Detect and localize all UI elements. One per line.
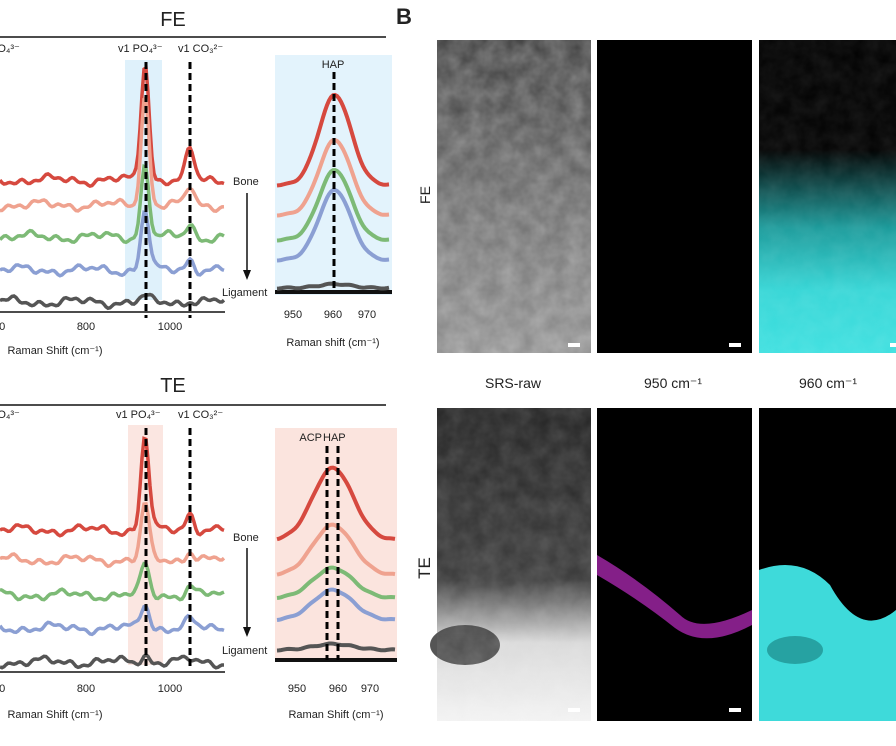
axis-label: Raman Shift (cm⁻¹) [7, 709, 102, 721]
spectrum [0, 603, 225, 637]
row-label: FE [417, 186, 433, 204]
spectrum [0, 436, 225, 538]
column-label: 960 cm⁻¹ [799, 375, 857, 391]
label: HAP [323, 432, 346, 444]
spectrum [0, 561, 225, 602]
tick-label: 950 [284, 309, 302, 321]
panel-b: B FE TE SRS-raw 950 cm⁻¹ 960 cm⁻¹ [396, 4, 896, 721]
spectrum [0, 652, 224, 670]
label: PO₄³⁻ [0, 43, 20, 55]
scale-bar [729, 708, 741, 712]
panel-a: FE PO₄³⁻ v1 PO₄³⁻ v1 CO₃²⁻ HAP Bone Liga… [0, 9, 397, 721]
spectrum [0, 64, 225, 188]
spectra [0, 62, 396, 670]
column-label: 950 cm⁻¹ [644, 375, 702, 391]
image-texture [437, 408, 591, 721]
panel-label: B [396, 4, 412, 29]
label: v1 CO₃²⁻ [178, 409, 223, 421]
axis-label: Raman shift (cm⁻¹) [286, 337, 379, 349]
image [597, 40, 752, 353]
spectrum [0, 501, 226, 569]
tick-label: 1000 [158, 321, 182, 333]
tick-label: 960 [329, 683, 347, 695]
image-feature [759, 565, 896, 721]
arrow-head [243, 270, 251, 280]
tick-label: 1000 [158, 683, 182, 695]
scale-bar [890, 343, 896, 347]
axis-label: Raman Shift (cm⁻¹) [288, 709, 383, 721]
tick-label: 960 [324, 309, 342, 321]
image-texture [759, 40, 896, 353]
tick-label: 970 [358, 309, 376, 321]
label: ACP [299, 432, 322, 444]
tick-label: 600 [0, 683, 5, 695]
label: HAP [322, 59, 345, 71]
spectrum [276, 565, 396, 600]
scale-bar [729, 343, 741, 347]
inset-bg [275, 428, 397, 658]
spectrum [0, 95, 225, 214]
tick-label: 970 [361, 683, 379, 695]
axis-label: Raman Shift (cm⁻¹) [7, 345, 102, 357]
spectrum [276, 641, 396, 653]
spectrum [276, 187, 390, 263]
label: Bone [233, 532, 259, 544]
label: Bone [233, 176, 259, 188]
label: v1 CO₃²⁻ [178, 43, 223, 55]
arrow-head [243, 627, 251, 637]
label: PO₄³⁻ [0, 409, 20, 421]
label: v1 PO₄³⁻ [116, 409, 161, 421]
te-title: TE [160, 375, 186, 397]
spectrum [276, 587, 396, 622]
tick-label: 800 [77, 321, 95, 333]
fe-title: FE [160, 9, 186, 31]
scale-bar [568, 343, 580, 347]
image-feature [767, 636, 823, 664]
spectrum [0, 210, 225, 278]
column-label: SRS-raw [485, 375, 542, 391]
spectrum [276, 167, 390, 243]
label: Ligament [222, 287, 267, 299]
tick-label: 800 [77, 683, 95, 695]
spectrum [276, 522, 396, 577]
row-label: TE [415, 557, 434, 579]
label: Ligament [222, 645, 267, 657]
spectrum [0, 292, 226, 311]
label: v1 PO₄³⁻ [118, 43, 163, 55]
spectrum [276, 465, 396, 542]
image-texture [437, 40, 591, 353]
spectrum [0, 163, 225, 245]
image-feature [597, 555, 752, 639]
scale-bar [568, 708, 580, 712]
tick-label: 600 [0, 321, 5, 333]
image [597, 408, 752, 721]
tick-label: 950 [288, 683, 306, 695]
